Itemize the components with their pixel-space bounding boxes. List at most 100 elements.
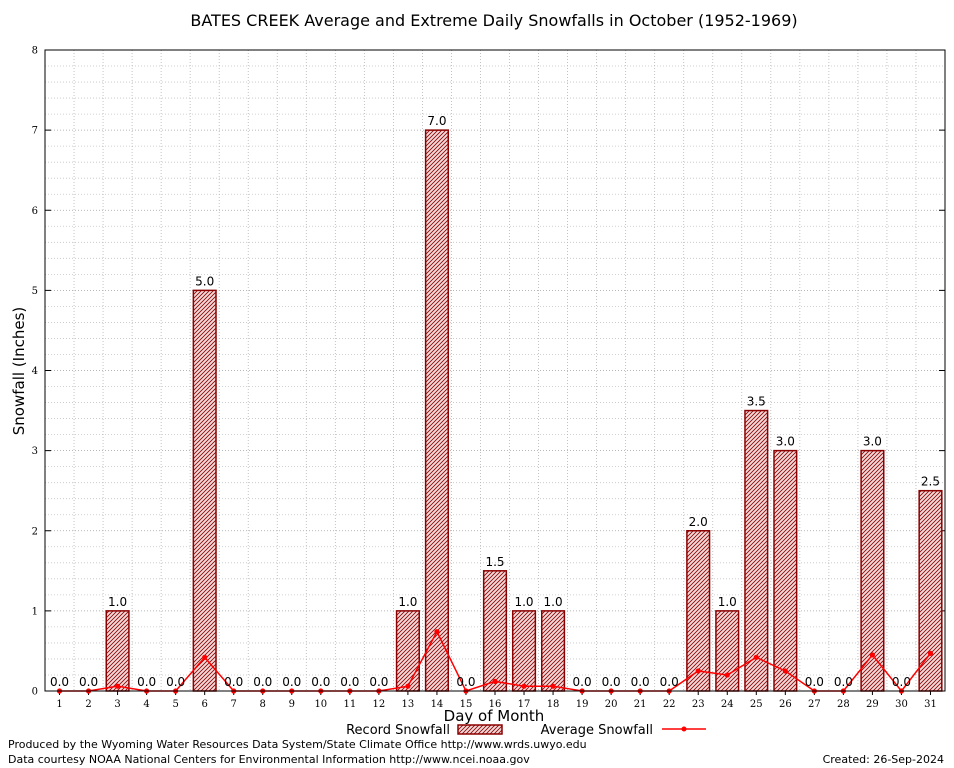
bar-value-label: 0.0	[834, 675, 853, 689]
record-bar	[511, 610, 537, 692]
bar-value-label: 1.0	[398, 595, 417, 609]
record-bar	[540, 610, 566, 692]
plot-frame	[44, 49, 946, 692]
x-axis: 1 2 3 4 5 6 7 8 9 10 11 12 13 14 15 16 17 18 19 20 21 22 23 24 2…	[56, 691, 937, 710]
bar-value-label: 0.0	[79, 675, 98, 689]
footer-produced-by: Produced by the Wyoming Water Resources …	[8, 738, 587, 751]
average-point	[724, 672, 730, 678]
x-tick-label: 8	[260, 699, 266, 710]
bar-value-label: 0.0	[573, 675, 592, 689]
bar-value-label: 3.0	[776, 435, 795, 449]
x-tick-label: 20	[605, 699, 618, 710]
x-tick-label: 2	[85, 699, 91, 710]
x-axis-label: Day of Month	[444, 707, 545, 725]
x-tick-label: 7	[231, 699, 237, 710]
x-tick-label: 18	[547, 699, 560, 710]
x-tick-label: 25	[750, 699, 763, 710]
y-tick-label: 3	[32, 446, 38, 457]
bar-value-label: 2.0	[689, 515, 708, 529]
x-tick-label: 6	[201, 699, 207, 710]
x-tick-label: 29	[866, 699, 879, 710]
record-bar	[918, 489, 943, 692]
record-bar	[773, 449, 798, 692]
average-point	[927, 650, 934, 656]
bar-value-label: 0.0	[340, 675, 359, 689]
x-tick-label: 1	[56, 699, 62, 710]
average-point	[782, 668, 788, 674]
bar-value-label: 0.0	[631, 675, 650, 689]
x-tick-label: 16	[489, 699, 502, 710]
bar-value-label: 0.0	[50, 675, 69, 689]
bar-value-label: 1.0	[108, 595, 127, 609]
x-tick-label: 9	[289, 699, 295, 710]
legend: Record Snowfall Average Snowfall	[346, 723, 706, 738]
x-tick-label: 24	[721, 699, 734, 710]
record-bar	[686, 530, 711, 692]
bar-value-label: 1.5	[485, 555, 504, 569]
average-point	[434, 629, 440, 635]
record-bar	[482, 570, 508, 692]
bar-value-label: 1.0	[718, 595, 737, 609]
x-tick-label: 5	[172, 699, 178, 710]
y-tick-label: 7	[32, 126, 38, 137]
bar-value-label: 5.0	[195, 274, 214, 288]
legend-label-record: Record Snowfall	[346, 723, 450, 738]
x-tick-label: 3	[114, 699, 120, 710]
legend-marker-average	[681, 726, 687, 732]
x-tick-label: 14	[431, 699, 444, 710]
record-bar	[105, 610, 130, 692]
y-axis-label: Snowfall (Inches)	[10, 307, 28, 435]
bar-value-label: 0.0	[456, 675, 475, 689]
bar-value-label: 0.0	[660, 675, 679, 689]
x-tick-label: 10	[314, 699, 327, 710]
x-tick-label: 31	[924, 699, 937, 710]
record-bar	[715, 610, 740, 692]
footer-data-courtesy: Data courtesy NOAA National Centers for …	[8, 753, 530, 766]
bar-value-label: 0.0	[253, 675, 272, 689]
bar-value-label: 2.5	[921, 475, 940, 489]
average-point	[405, 683, 411, 689]
bar-value-label: 3.0	[863, 435, 882, 449]
bar-value-label: 0.0	[602, 675, 621, 689]
average-point	[753, 654, 759, 660]
footer-created-date: Created: 26-Sep-2024	[823, 753, 944, 766]
x-tick-label: 17	[518, 699, 531, 710]
x-tick-label: 28	[837, 699, 850, 710]
x-tick-label: 19	[576, 699, 589, 710]
x-tick-label: 12	[373, 699, 386, 710]
record-bar	[744, 409, 769, 692]
average-point	[695, 668, 701, 674]
y-tick-label: 0	[32, 687, 38, 698]
x-tick-label: 27	[808, 699, 821, 710]
record-bar	[192, 289, 217, 692]
y-tick-label: 2	[32, 526, 38, 537]
bar-value-label: 0.0	[282, 675, 301, 689]
average-point	[550, 683, 556, 689]
chart-title: BATES CREEK Average and Extreme Daily Sn…	[190, 11, 797, 30]
bar-value-label: 1.0	[514, 595, 533, 609]
bar-value-label: 1.0	[544, 595, 563, 609]
bar-value-label: 0.0	[805, 675, 824, 689]
x-tick-label: 22	[663, 699, 676, 710]
x-tick-label: 26	[779, 699, 792, 710]
x-tick-label: 21	[634, 699, 647, 710]
bar-value-label: 7.0	[427, 114, 446, 128]
y-tick-label: 4	[32, 366, 38, 377]
bar-value-label: 0.0	[311, 675, 330, 689]
record-bar	[395, 610, 420, 692]
bar-value-label: 3.5	[747, 395, 766, 409]
legend-swatch-record	[457, 724, 503, 735]
y-tick-label: 8	[32, 46, 38, 57]
x-tick-label: 11	[343, 699, 356, 710]
y-tick-label: 6	[32, 206, 38, 217]
x-tick-label: 4	[143, 699, 149, 710]
bar-value-label: 0.0	[369, 675, 388, 689]
x-tick-label: 30	[895, 699, 908, 710]
average-point	[202, 654, 208, 660]
x-tick-label: 13	[402, 699, 415, 710]
y-tick-label: 1	[32, 606, 38, 617]
x-tick-label: 23	[692, 699, 705, 710]
legend-label-average: Average Snowfall	[541, 723, 653, 738]
bar-value-label: 0.0	[224, 675, 243, 689]
